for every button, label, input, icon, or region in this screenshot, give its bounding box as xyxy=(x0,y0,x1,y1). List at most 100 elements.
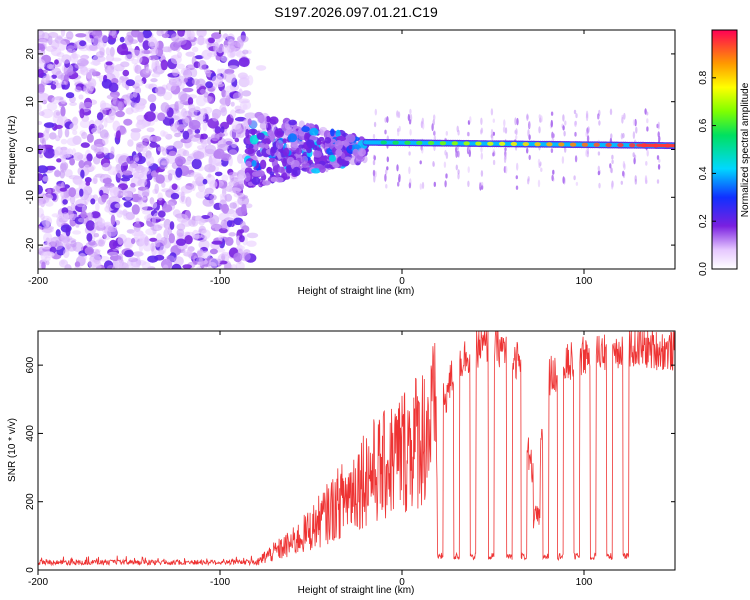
spectrogram-cell xyxy=(372,169,376,177)
spectrogram-cell xyxy=(408,151,411,156)
spectrogram-cell xyxy=(272,165,280,174)
spectrogram-cell xyxy=(408,182,412,189)
spectrogram-cell xyxy=(45,260,50,266)
spectrogram-cell xyxy=(101,174,108,179)
spectrogram-cell xyxy=(185,76,195,87)
y-tick-label: 10 xyxy=(25,96,36,108)
spectrogram-cell xyxy=(562,114,565,122)
spectrogram-cell xyxy=(229,202,237,209)
spectrogram-cell xyxy=(409,129,412,136)
spectrogram-cell xyxy=(623,112,626,120)
spectrogram-cell xyxy=(157,210,166,218)
spectrogram-cell xyxy=(130,129,141,141)
spectrogram-cell xyxy=(385,169,388,175)
spectrogram-cell xyxy=(170,123,180,132)
spectrogram-cell xyxy=(236,245,245,251)
spectrogram-cell xyxy=(373,175,376,183)
spectrogram-cell xyxy=(43,147,55,159)
spectrogram-cell xyxy=(593,142,600,147)
spectrogram-cell xyxy=(176,238,186,246)
spectrogram-cell xyxy=(99,129,109,139)
spectrogram-cell xyxy=(502,126,506,133)
spectrogram-cell xyxy=(191,158,202,170)
spectrogram-cell xyxy=(131,229,144,237)
spectrogram-cell xyxy=(232,47,242,57)
spectrogram-cell xyxy=(330,128,335,137)
spectrogram-cell xyxy=(564,120,567,126)
spectrogram-cell xyxy=(340,152,346,160)
spectrogram-cell xyxy=(42,129,50,141)
spectrogram-cell xyxy=(188,103,196,111)
spectrogram-cell xyxy=(60,190,67,199)
spectrogram-cell xyxy=(527,178,530,185)
spectrogram-cell xyxy=(51,67,61,76)
spectrogram-cell xyxy=(162,131,169,138)
spectrogram-cell xyxy=(100,102,111,111)
spectrogram-cell xyxy=(124,54,135,62)
spectrogram-cell xyxy=(239,252,251,262)
spectrogram-cell xyxy=(251,171,262,177)
spectrogram-cell xyxy=(78,217,87,223)
spectrogram-cell xyxy=(632,119,636,126)
spectrogram-cell xyxy=(111,30,117,39)
spectrogram-cell xyxy=(433,130,436,136)
spectrogram-cell xyxy=(504,147,507,152)
spectrogram-cell xyxy=(228,149,238,156)
spectrogram-cell xyxy=(658,158,661,163)
spectrogram-cell xyxy=(231,120,242,130)
spectrogram-cell xyxy=(165,145,174,150)
spectrogram-cell xyxy=(617,143,624,148)
spectrogram-cell xyxy=(51,39,60,50)
spectrogram-cell xyxy=(187,97,194,106)
spectrogram-cell xyxy=(38,225,43,230)
spectrogram-cell xyxy=(202,198,215,207)
spectrogram-cell xyxy=(629,143,636,148)
spectrogram-cell xyxy=(598,120,601,126)
spectrogram-cell xyxy=(84,177,92,183)
spectrogram-cell xyxy=(105,61,113,66)
spectrogram-cell xyxy=(134,157,140,162)
spectrogram-cell xyxy=(445,173,448,179)
spectrogram-cell xyxy=(200,229,211,240)
spectrogram-cell xyxy=(38,165,49,174)
spectrogram-cell xyxy=(202,178,208,185)
spectrogram-cell xyxy=(213,41,219,53)
spectrogram-cell xyxy=(324,137,332,144)
spectrogram-cell xyxy=(151,58,156,70)
spectrogram-cell xyxy=(53,149,59,156)
spectrogram-cell xyxy=(120,192,128,197)
spectrogram-cell xyxy=(349,155,358,166)
spectrogram-cell xyxy=(224,85,237,93)
spectrogram-cell xyxy=(111,57,122,62)
spectrogram-cell xyxy=(657,121,660,130)
spectrogram-cell xyxy=(125,107,134,115)
spectrogram-cell xyxy=(175,37,187,46)
spectrogram-cell xyxy=(505,165,508,174)
spectrogram-cell xyxy=(244,147,255,155)
spectrogram-cell xyxy=(43,37,51,44)
spectrogram-cell xyxy=(457,169,460,175)
spectrogram-cell xyxy=(251,176,261,185)
spectrogram-cell xyxy=(185,196,192,208)
spectrogram-cell xyxy=(131,30,140,38)
spectrogram-cell xyxy=(573,175,576,181)
spectrogram-cell xyxy=(611,159,614,164)
spectrogram-cell xyxy=(80,210,87,218)
spectrogram-cell xyxy=(224,193,233,202)
spectrogram-cell xyxy=(93,233,100,238)
spectrogram-cell xyxy=(122,69,130,77)
spectrogram-cell xyxy=(106,227,118,237)
spectrogram-cell xyxy=(335,129,341,138)
spectrogram-cell xyxy=(221,203,229,214)
spectrogram-cell xyxy=(227,65,239,70)
spectrogram-cell xyxy=(457,150,460,158)
spectrogram-cell xyxy=(72,129,78,136)
spectrogram-cell xyxy=(396,110,399,117)
spectrogram-cell xyxy=(173,256,184,266)
spectrogram-cell xyxy=(208,37,215,44)
spectrogram-cell xyxy=(515,135,518,140)
spectrogram-cell xyxy=(69,157,75,166)
spectrogram-cell xyxy=(123,249,134,258)
spectrogram-cell xyxy=(157,112,166,121)
